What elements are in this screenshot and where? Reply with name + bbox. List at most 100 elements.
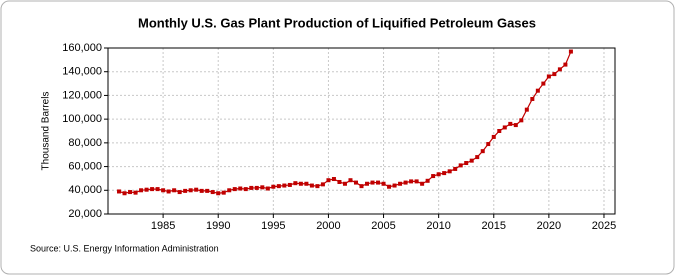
point bbox=[249, 185, 254, 190]
point bbox=[420, 181, 425, 186]
x-tick-label: 2010 bbox=[426, 220, 450, 232]
point bbox=[458, 163, 463, 168]
x-tick-label: 2000 bbox=[316, 220, 340, 232]
point bbox=[194, 187, 199, 192]
point bbox=[409, 179, 414, 184]
point bbox=[243, 187, 248, 192]
point bbox=[172, 188, 177, 193]
point bbox=[442, 171, 447, 176]
point bbox=[568, 49, 573, 54]
point bbox=[128, 190, 133, 195]
point bbox=[238, 186, 243, 191]
point bbox=[117, 189, 122, 194]
point bbox=[320, 182, 325, 187]
point bbox=[519, 118, 524, 123]
point bbox=[436, 172, 441, 177]
point bbox=[546, 74, 551, 79]
y-tick-label: 20,000 bbox=[68, 208, 102, 220]
point bbox=[403, 180, 408, 185]
point bbox=[513, 123, 518, 128]
point bbox=[348, 178, 353, 183]
point bbox=[139, 188, 144, 193]
x-tick-label: 2025 bbox=[592, 220, 616, 232]
point bbox=[205, 188, 210, 193]
y-tick-label: 140,000 bbox=[62, 66, 102, 78]
x-tick-label: 2005 bbox=[371, 220, 395, 232]
y-tick-label: 80,000 bbox=[68, 137, 102, 149]
point bbox=[557, 67, 562, 72]
point bbox=[530, 96, 535, 101]
x-tick-label: 2015 bbox=[482, 220, 506, 232]
point bbox=[453, 166, 458, 171]
point bbox=[188, 188, 193, 193]
point bbox=[155, 187, 160, 192]
point bbox=[535, 88, 540, 93]
point bbox=[210, 190, 215, 195]
point bbox=[315, 184, 320, 189]
point bbox=[486, 142, 491, 147]
point bbox=[166, 189, 171, 194]
y-axis-label: Thousand Barrels bbox=[41, 92, 52, 171]
point bbox=[216, 191, 221, 196]
point bbox=[431, 174, 436, 179]
point bbox=[365, 181, 370, 186]
point bbox=[370, 180, 375, 185]
y-tick-label: 120,000 bbox=[62, 89, 102, 101]
point bbox=[309, 183, 314, 188]
point bbox=[260, 185, 265, 190]
point bbox=[491, 134, 496, 139]
point bbox=[144, 187, 149, 192]
point bbox=[287, 182, 292, 187]
point bbox=[177, 190, 182, 195]
point bbox=[425, 178, 430, 183]
point bbox=[353, 180, 358, 185]
point bbox=[552, 72, 557, 77]
point bbox=[150, 187, 155, 192]
source: Source: U.S. Energy Information Administ… bbox=[30, 243, 219, 253]
point bbox=[398, 181, 403, 186]
point bbox=[563, 62, 568, 67]
y-tick-label: 100,000 bbox=[62, 113, 102, 125]
x-tick-label: 1990 bbox=[206, 220, 230, 232]
y-tick-label: 60,000 bbox=[68, 160, 102, 172]
point bbox=[497, 129, 502, 133]
y-tick-label: 40,000 bbox=[68, 184, 102, 196]
point bbox=[524, 107, 529, 112]
point bbox=[464, 161, 469, 166]
y-tick-label: 160,000 bbox=[62, 42, 102, 54]
x-tick-label: 1995 bbox=[261, 220, 285, 232]
point bbox=[381, 181, 386, 186]
point bbox=[227, 188, 232, 193]
point bbox=[304, 181, 309, 186]
point bbox=[387, 184, 392, 189]
point bbox=[475, 155, 480, 160]
plot-area bbox=[107, 47, 616, 215]
point bbox=[133, 190, 138, 195]
point bbox=[447, 169, 452, 174]
point bbox=[326, 178, 331, 183]
point bbox=[254, 185, 259, 190]
point bbox=[376, 180, 381, 185]
point bbox=[541, 81, 546, 86]
point bbox=[469, 158, 474, 163]
point bbox=[232, 187, 237, 192]
x-tick-label: 1985 bbox=[151, 220, 175, 232]
x-tick-label: 2020 bbox=[537, 220, 561, 232]
point bbox=[122, 191, 127, 196]
point bbox=[337, 179, 342, 184]
point bbox=[293, 181, 298, 186]
point bbox=[508, 121, 513, 126]
point bbox=[480, 149, 485, 154]
point bbox=[282, 183, 287, 188]
point bbox=[331, 177, 336, 182]
point bbox=[276, 184, 281, 189]
point bbox=[502, 125, 507, 130]
chart-title: Monthly U.S. Gas Plant Production of Liq… bbox=[138, 15, 536, 30]
point bbox=[183, 188, 188, 193]
point bbox=[199, 188, 204, 193]
point bbox=[359, 184, 364, 189]
point bbox=[298, 181, 303, 186]
